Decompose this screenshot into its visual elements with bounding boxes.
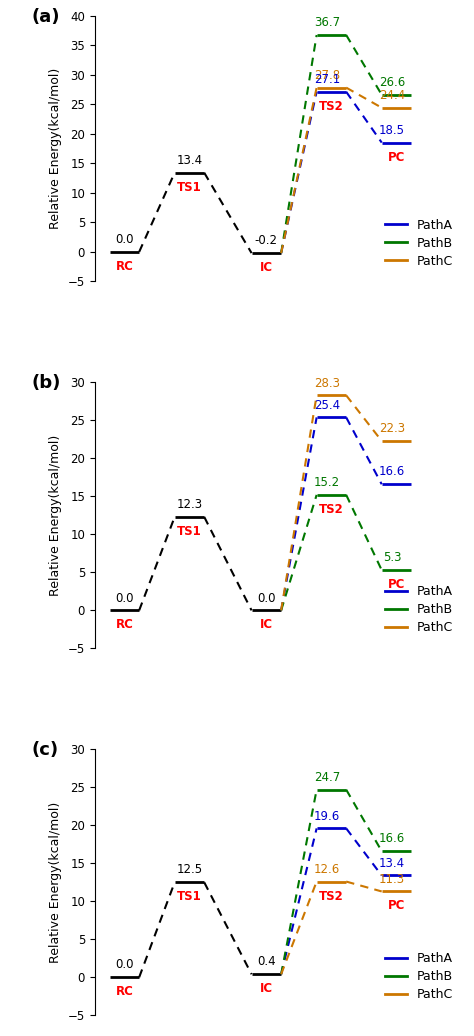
Text: 0.4: 0.4 bbox=[257, 955, 276, 969]
Text: 19.6: 19.6 bbox=[314, 809, 340, 823]
Text: 26.6: 26.6 bbox=[379, 76, 405, 89]
Text: TS1: TS1 bbox=[177, 180, 202, 194]
Text: 27.1: 27.1 bbox=[314, 73, 340, 86]
Text: TS1: TS1 bbox=[177, 525, 202, 538]
Text: PC: PC bbox=[388, 899, 405, 913]
Text: IC: IC bbox=[260, 618, 273, 631]
Text: 0.0: 0.0 bbox=[257, 592, 275, 605]
Text: 0.0: 0.0 bbox=[115, 233, 134, 246]
Text: (a): (a) bbox=[32, 7, 61, 26]
Y-axis label: Relative Energy(kcal/mol): Relative Energy(kcal/mol) bbox=[49, 68, 62, 229]
Text: 36.7: 36.7 bbox=[314, 17, 340, 29]
Text: RC: RC bbox=[116, 618, 133, 631]
Text: (b): (b) bbox=[32, 374, 61, 393]
Text: TS2: TS2 bbox=[319, 890, 344, 902]
Text: IC: IC bbox=[260, 261, 273, 275]
Legend: PathA, PathB, PathC: PathA, PathB, PathC bbox=[380, 580, 458, 639]
Text: 12.6: 12.6 bbox=[314, 863, 340, 875]
Text: 27.8: 27.8 bbox=[314, 68, 340, 82]
Text: 25.4: 25.4 bbox=[314, 399, 340, 411]
Text: 28.3: 28.3 bbox=[314, 376, 340, 390]
Text: 16.6: 16.6 bbox=[379, 832, 405, 845]
Text: 13.4: 13.4 bbox=[176, 154, 202, 167]
Text: 11.3: 11.3 bbox=[379, 872, 405, 886]
Text: 12.5: 12.5 bbox=[176, 863, 202, 876]
Text: 13.4: 13.4 bbox=[379, 857, 405, 869]
Text: 22.3: 22.3 bbox=[379, 422, 405, 435]
Text: 0.0: 0.0 bbox=[115, 592, 134, 605]
Text: PC: PC bbox=[388, 578, 405, 592]
Y-axis label: Relative Energy(kcal/mol): Relative Energy(kcal/mol) bbox=[49, 435, 62, 596]
Text: 12.3: 12.3 bbox=[176, 498, 202, 511]
Text: RC: RC bbox=[116, 985, 133, 999]
Text: -0.2: -0.2 bbox=[255, 234, 278, 248]
Text: 5.3: 5.3 bbox=[383, 551, 401, 565]
Text: TS1: TS1 bbox=[177, 890, 202, 903]
Text: 0.0: 0.0 bbox=[115, 958, 134, 972]
Text: RC: RC bbox=[116, 260, 133, 272]
Text: TS2: TS2 bbox=[319, 502, 344, 516]
Text: TS2: TS2 bbox=[319, 99, 344, 113]
Text: 15.2: 15.2 bbox=[314, 477, 340, 489]
Legend: PathA, PathB, PathC: PathA, PathB, PathC bbox=[380, 947, 458, 1006]
Text: (c): (c) bbox=[32, 742, 59, 759]
Text: IC: IC bbox=[260, 982, 273, 996]
Legend: PathA, PathB, PathC: PathA, PathB, PathC bbox=[380, 213, 458, 272]
Text: 24.7: 24.7 bbox=[314, 771, 340, 784]
Text: PC: PC bbox=[388, 150, 405, 164]
Text: 18.5: 18.5 bbox=[379, 123, 405, 137]
Y-axis label: Relative Energy(kcal/mol): Relative Energy(kcal/mol) bbox=[49, 802, 62, 962]
Text: 16.6: 16.6 bbox=[379, 465, 405, 479]
Text: 24.4: 24.4 bbox=[379, 89, 405, 102]
